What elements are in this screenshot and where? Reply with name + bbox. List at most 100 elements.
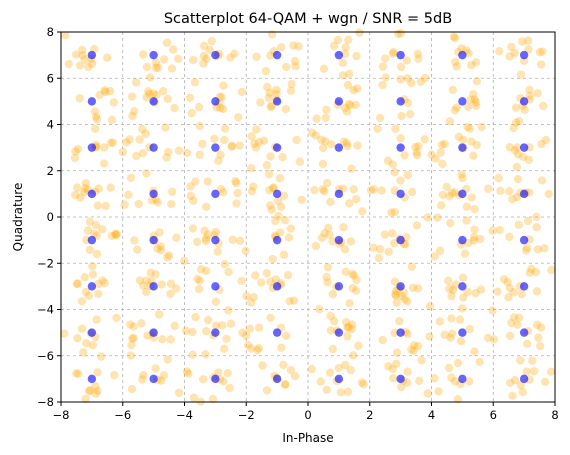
noise-point (272, 89, 281, 99)
noise-point (266, 201, 275, 210)
noise-point (120, 200, 129, 209)
noise-point (280, 215, 290, 225)
noise-point (238, 328, 247, 337)
noise-point (446, 218, 455, 228)
noise-point (326, 197, 335, 207)
noise-point (171, 284, 181, 293)
noise-point (203, 177, 212, 186)
noise-point (256, 98, 265, 107)
constellation-point (334, 374, 344, 384)
noise-point (137, 319, 146, 328)
noise-point (76, 193, 85, 202)
noise-point (189, 55, 198, 65)
noise-point (142, 62, 152, 72)
noise-point (483, 333, 493, 343)
noise-point (218, 104, 228, 114)
noise-point (520, 105, 529, 115)
noise-point (396, 29, 406, 38)
noise-point (187, 108, 196, 118)
constellation-point (272, 374, 282, 384)
noise-point (390, 168, 399, 177)
noise-point (375, 244, 385, 254)
noise-point (325, 230, 334, 239)
noise-point (462, 216, 471, 225)
noise-point (472, 77, 482, 86)
noise-point (139, 370, 148, 380)
noise-point (266, 102, 275, 112)
constellation-point (519, 50, 529, 60)
noise-point (431, 154, 440, 163)
y-tick-label: 4 (47, 118, 54, 132)
noise-point (514, 220, 523, 229)
noise-point (348, 283, 357, 293)
constellation-point (519, 282, 529, 291)
noise-point (338, 71, 348, 80)
noise-point (223, 369, 232, 378)
noise-point (85, 245, 95, 255)
noise-point (430, 252, 439, 261)
noise-point (122, 138, 131, 147)
noise-point (151, 58, 161, 67)
noise-point (328, 237, 337, 246)
noise-point (505, 331, 515, 341)
noise-point (403, 170, 412, 180)
noise-point (349, 351, 358, 360)
noise-point (71, 147, 80, 156)
noise-point (373, 124, 382, 133)
noise-point (471, 98, 481, 107)
noise-point (81, 287, 91, 297)
noise-point (343, 331, 352, 341)
noise-point (135, 276, 145, 285)
noise-point (328, 290, 337, 299)
noise-point (74, 369, 83, 378)
noise-point (465, 377, 474, 386)
y-tick-label: −4 (37, 303, 54, 317)
noise-point (64, 59, 73, 69)
noise-point (138, 124, 147, 134)
noise-point (334, 363, 344, 373)
noise-point (281, 62, 291, 72)
noise-point (203, 230, 213, 239)
noise-point (271, 216, 280, 226)
noise-point (505, 52, 514, 61)
noise-point (355, 28, 364, 37)
noise-point (413, 341, 423, 351)
noise-point (423, 389, 433, 398)
constellation-point (149, 374, 158, 384)
constellation-point (458, 235, 467, 245)
constellation-point (87, 97, 97, 106)
constellation-point (87, 374, 97, 384)
noise-point (541, 135, 551, 145)
noise-point (513, 143, 522, 152)
noise-point (233, 188, 242, 198)
constellation-points (87, 50, 529, 384)
noise-point (392, 348, 402, 357)
noise-point (85, 217, 95, 226)
noise-point (139, 50, 148, 59)
constellation-point (458, 97, 467, 106)
noise-point (127, 92, 137, 101)
noise-point (254, 323, 264, 332)
x-tick-label: 4 (428, 408, 435, 422)
noise-point (118, 147, 127, 157)
noise-point (435, 317, 445, 326)
noise-point (83, 226, 93, 235)
y-tick-label: −2 (37, 256, 54, 270)
noise-point (440, 139, 449, 149)
noise-point (323, 278, 332, 287)
noise-point (396, 62, 406, 72)
noise-point (213, 247, 222, 257)
noise-point (143, 87, 153, 96)
noise-point (503, 277, 512, 287)
noise-point (457, 170, 466, 179)
noise-point (153, 244, 162, 253)
noise-point (396, 75, 405, 84)
noise-point (450, 188, 460, 197)
noise-point (193, 274, 202, 284)
noise-point (275, 174, 285, 183)
noise-point (277, 343, 286, 352)
noise-point (126, 173, 136, 183)
noise-point (130, 107, 139, 116)
noise-point (93, 201, 102, 210)
noise-point (195, 121, 204, 131)
